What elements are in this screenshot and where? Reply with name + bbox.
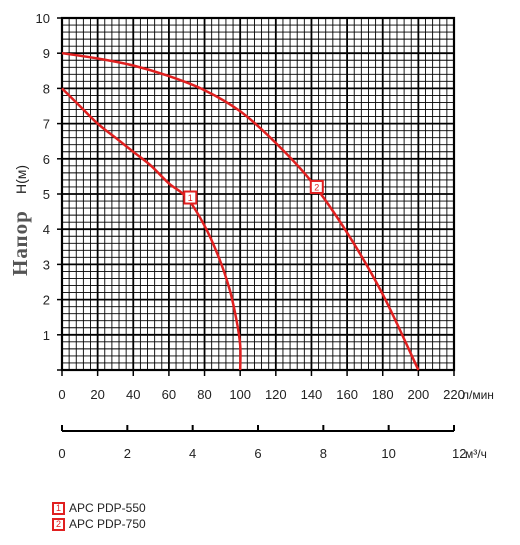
x-tick-label: 40 <box>126 387 140 402</box>
series-markers: 12 <box>183 179 324 205</box>
series-lines <box>61 51 420 371</box>
y-unit-label: H(м) <box>13 165 29 194</box>
x2-tick-label: 6 <box>254 446 261 461</box>
series-marker-label-2: 2 <box>314 182 319 192</box>
x2-tick-label: 8 <box>320 446 327 461</box>
x2-tick-label: 10 <box>381 446 395 461</box>
secondary-x-axis: 0 2 4 6 8 10 12 <box>58 425 466 461</box>
series-marker-label-1: 1 <box>188 193 193 203</box>
y-axis-title: Напор <box>8 210 32 276</box>
x-tick-label: 160 <box>336 387 358 402</box>
legend-item: 1 APC PDP-550 <box>52 500 146 516</box>
y-tick-label: 9 <box>43 46 50 61</box>
x-tick-label: 200 <box>408 387 430 402</box>
legend-number-1: 1 <box>52 501 65 515</box>
x2-tick-label: 4 <box>189 446 196 461</box>
legend: 1 APC PDP-550 2 APC PDP-750 <box>52 500 146 532</box>
y-tick-label: 2 <box>43 293 50 308</box>
x2-tick-label: 2 <box>124 446 131 461</box>
legend-number-2: 2 <box>52 517 65 531</box>
y-tick-label: 1 <box>43 328 50 343</box>
x-tick-label: 20 <box>90 387 104 402</box>
x-tick-label: 100 <box>229 387 251 402</box>
x-tick-label: 140 <box>301 387 323 402</box>
y-tick-label: 8 <box>43 81 50 96</box>
x-tick-label: 220 <box>443 387 465 402</box>
y-tick-label: 3 <box>43 257 50 272</box>
x2-tick-label: 12 <box>452 446 466 461</box>
legend-label-2: APC PDP-750 <box>69 517 146 531</box>
y-tick-labels: 1 2 3 4 5 6 7 8 9 10 <box>36 11 50 343</box>
series-marker-2 <box>309 179 324 194</box>
series-line-2 <box>61 51 420 371</box>
x-tick-label: 80 <box>197 387 211 402</box>
y-tick-label: 5 <box>43 187 50 202</box>
x-tick-label: 0 <box>58 387 65 402</box>
x-tick-label: 120 <box>265 387 287 402</box>
axes <box>57 16 456 376</box>
y-tick-label: 4 <box>43 222 50 237</box>
y-tick-label: 6 <box>43 152 50 167</box>
x-tick-labels: 0 20 40 60 80 100 120 140 160 180 200 220 <box>58 387 464 402</box>
series-line-1 <box>61 87 242 371</box>
x-tick-label: 60 <box>162 387 176 402</box>
legend-item: 2 APC PDP-750 <box>52 516 146 532</box>
legend-label-1: APC PDP-550 <box>69 501 146 515</box>
y-tick-label: 10 <box>36 11 50 26</box>
x-tick-label: 180 <box>372 387 394 402</box>
y-tick-label: 7 <box>43 117 50 132</box>
x2-unit-label: м³/ч <box>465 447 487 461</box>
x2-tick-label: 0 <box>58 446 65 461</box>
series-marker-1 <box>183 190 198 205</box>
x-unit-label: л/мин <box>462 388 494 402</box>
